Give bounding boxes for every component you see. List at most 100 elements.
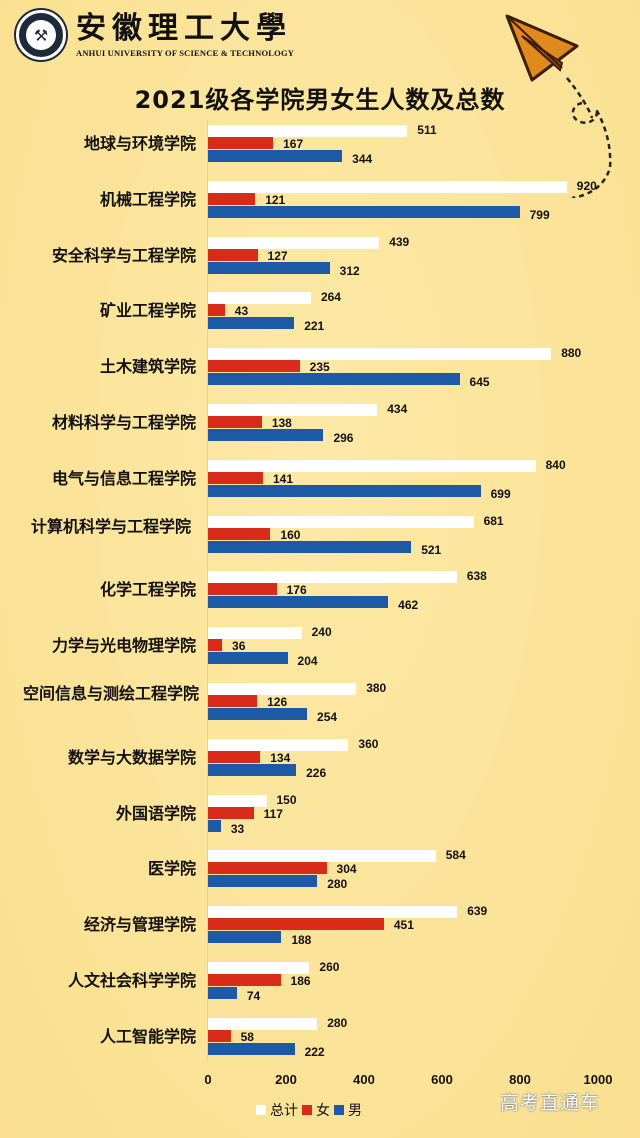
value-label-female: 126 bbox=[267, 695, 288, 709]
bar-group: 安全科学与工程学院 439 127 312 bbox=[0, 233, 640, 289]
value-label-female: 167 bbox=[283, 137, 304, 151]
bar-female bbox=[208, 639, 223, 652]
bar-group: 土木建筑学院 880 235 645 bbox=[0, 344, 640, 400]
value-label-male: 280 bbox=[327, 877, 348, 892]
category-label: 力学与光电物理学院 bbox=[51, 636, 196, 656]
value-label-female: 304 bbox=[336, 862, 357, 877]
bar-male bbox=[208, 596, 389, 609]
legend-swatch-female bbox=[302, 1105, 312, 1115]
chart-legend: 总计 女 男 bbox=[252, 1100, 362, 1120]
bar-group: 人工智能学院 280 58 222 bbox=[0, 1014, 640, 1070]
value-label-male: 521 bbox=[421, 542, 442, 557]
bar-male bbox=[208, 373, 460, 386]
bar-group: 人文社会科学学院 260 186 74 bbox=[0, 958, 640, 1014]
category-label: 地球与环境学院 bbox=[83, 134, 196, 153]
bar-female bbox=[208, 527, 271, 540]
bar-group: 力学与光电物理学院 240 36 204 bbox=[0, 623, 640, 679]
university-header: ⚒ 安徽理工大學 ANHUI UNIVERSITY OF SCIENCE & T… bbox=[16, 10, 294, 60]
bar-total bbox=[208, 850, 436, 863]
bar-female bbox=[208, 304, 225, 317]
value-label-male: 699 bbox=[490, 486, 511, 501]
category-label: 经济与管理学院 bbox=[83, 915, 196, 935]
bar-female bbox=[208, 583, 277, 596]
bar-total bbox=[208, 292, 311, 305]
x-tick-label: 800 bbox=[509, 1072, 531, 1087]
value-label-total: 840 bbox=[545, 457, 566, 472]
value-label-total: 280 bbox=[327, 1015, 348, 1030]
bar-group: 经济与管理学院 639 451 188 bbox=[0, 902, 640, 958]
bar-total bbox=[208, 348, 552, 361]
bar-male bbox=[208, 652, 288, 665]
value-label-total: 511 bbox=[417, 123, 437, 137]
category-label: 计算机科学与工程学院 bbox=[30, 516, 191, 536]
value-label-total: 584 bbox=[445, 848, 466, 863]
legend-label-female: 女 bbox=[316, 1103, 330, 1119]
bar-female bbox=[208, 192, 256, 205]
value-label-male: 204 bbox=[297, 654, 318, 669]
value-label-total: 880 bbox=[561, 346, 582, 361]
bar-group: 地球与环境学院 511 167 344 bbox=[0, 121, 640, 177]
value-label-female: 121 bbox=[265, 192, 286, 207]
bar-group: 化学工程学院 638 176 462 bbox=[0, 567, 640, 623]
bar-group: 机械工程学院 920 121 799 bbox=[0, 177, 640, 233]
bar-female bbox=[208, 1029, 231, 1042]
bar-female bbox=[208, 750, 261, 763]
value-label-female: 127 bbox=[267, 248, 288, 263]
value-label-female: 36 bbox=[232, 639, 246, 654]
bar-female bbox=[208, 974, 281, 986]
bar-total bbox=[208, 404, 378, 416]
bar-total bbox=[208, 180, 567, 193]
value-label-female: 186 bbox=[290, 974, 311, 988]
category-label: 数学与大数据学院 bbox=[67, 747, 196, 767]
category-label: 矿业工程学院 bbox=[99, 301, 196, 321]
legend-label-male: 男 bbox=[348, 1103, 362, 1119]
value-label-total: 150 bbox=[276, 792, 297, 807]
category-label: 土木建筑学院 bbox=[99, 357, 196, 377]
bar-female bbox=[208, 918, 384, 931]
value-label-female: 43 bbox=[234, 304, 249, 319]
x-axis-ticks: 0 200 400 600 800 1000 bbox=[0, 1072, 640, 1090]
value-label-total: 264 bbox=[320, 290, 341, 305]
university-seal-icon: ⚒ bbox=[16, 10, 66, 60]
category-label: 人工智能学院 bbox=[99, 1026, 196, 1046]
value-label-female: 451 bbox=[393, 918, 414, 933]
value-label-female: 160 bbox=[280, 527, 301, 542]
value-label-female: 58 bbox=[240, 1029, 254, 1044]
bar-group: 外国语学院 150 117 33 bbox=[0, 791, 640, 847]
university-name-en: ANHUI UNIVERSITY OF SCIENCE & TECHNOLOGY bbox=[76, 48, 295, 58]
bar-female bbox=[208, 695, 258, 707]
x-tick-label: 0 bbox=[204, 1072, 212, 1087]
paper-airplane-icon bbox=[505, 14, 612, 198]
chart-title: 2021级各学院男女生人数及总数 bbox=[134, 86, 506, 114]
value-label-total: 439 bbox=[389, 234, 410, 249]
bar-male bbox=[208, 150, 343, 162]
bar-male bbox=[208, 708, 308, 720]
x-tick-label: 200 bbox=[275, 1072, 297, 1087]
bar-group: 数学与大数据学院 360 134 226 bbox=[0, 735, 640, 791]
bar-total bbox=[208, 236, 380, 249]
value-label-female: 117 bbox=[263, 806, 283, 821]
bar-male bbox=[208, 261, 330, 274]
value-label-total: 360 bbox=[358, 736, 379, 751]
bar-total bbox=[208, 571, 457, 584]
value-label-male: 344 bbox=[352, 152, 373, 166]
bar-total bbox=[208, 125, 408, 137]
category-label: 电气与信息工程学院 bbox=[51, 468, 196, 488]
category-label: 外国语学院 bbox=[115, 803, 196, 823]
bar-male bbox=[208, 540, 412, 553]
university-name-cn: 安徽理工大學 bbox=[76, 11, 292, 46]
category-label: 材料科学与工程学院 bbox=[51, 413, 196, 432]
value-label-total: 260 bbox=[319, 960, 340, 974]
bar-female bbox=[208, 360, 300, 373]
bar-male bbox=[208, 1042, 295, 1055]
bar-total bbox=[208, 515, 474, 528]
bar-total bbox=[208, 683, 357, 695]
value-label-male: 296 bbox=[333, 431, 354, 445]
value-label-female: 134 bbox=[270, 750, 291, 765]
bar-group: 医学院 584 304 280 bbox=[0, 846, 640, 902]
bar-total bbox=[208, 1017, 318, 1030]
bar-group: 电气与信息工程学院 840 141 699 bbox=[0, 456, 640, 512]
value-label-total: 639 bbox=[467, 904, 488, 919]
bar-male bbox=[208, 484, 481, 497]
value-label-female: 138 bbox=[271, 416, 292, 430]
